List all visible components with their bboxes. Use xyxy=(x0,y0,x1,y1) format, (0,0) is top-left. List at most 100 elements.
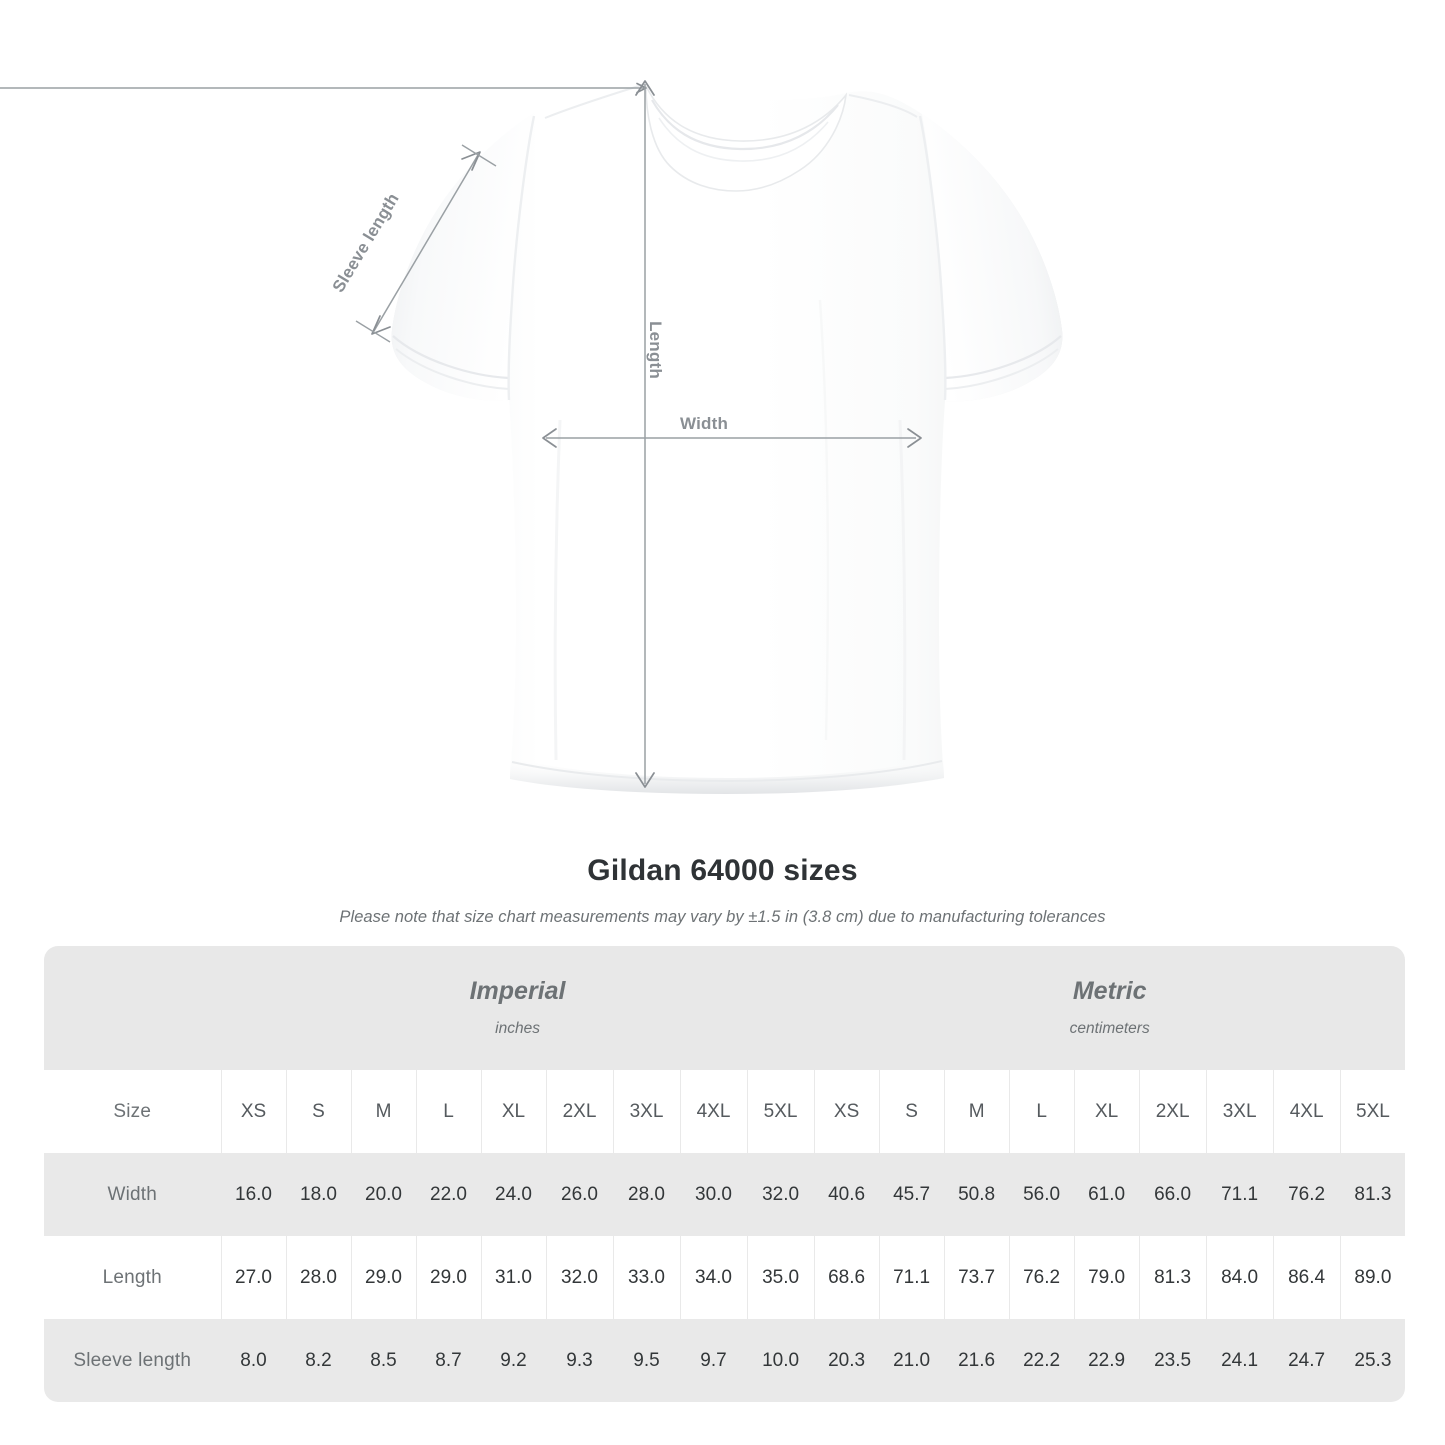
size-chart-table: Imperial inches Metric centimeters Size … xyxy=(44,946,1405,1402)
cell-sleeve-metric-4xl: 24.7 xyxy=(1272,1319,1341,1402)
cell-width-metric-2xl: 66.0 xyxy=(1138,1153,1207,1236)
cell-sleeve-imperial-5xl: 10.0 xyxy=(746,1319,815,1402)
size-col-metric-xl: XL xyxy=(1073,1070,1140,1153)
cell-width-metric-4xl: 76.2 xyxy=(1272,1153,1341,1236)
cell-sleeve-metric-s: 21.0 xyxy=(878,1319,945,1402)
cell-sleeve-imperial-m: 8.5 xyxy=(350,1319,416,1402)
cell-sleeve-imperial-s: 8.2 xyxy=(285,1319,351,1402)
right-sleeve-shading xyxy=(922,114,1063,402)
system-unit-metric: centimeters xyxy=(1069,1020,1150,1038)
cell-width-imperial-3xl: 28.0 xyxy=(612,1153,680,1236)
size-col-imperial-xs: XS xyxy=(220,1070,286,1153)
cell-length-metric-3xl: 84.0 xyxy=(1205,1236,1274,1319)
cell-sleeve-metric-5xl: 25.3 xyxy=(1339,1319,1405,1402)
cell-length-imperial-5xl: 35.0 xyxy=(746,1236,815,1319)
length-dimension-label: Length xyxy=(645,321,665,379)
size-col-imperial-l: L xyxy=(415,1070,481,1153)
cell-width-imperial-4xl: 30.0 xyxy=(679,1153,747,1236)
system-header-metric: Metric centimeters xyxy=(814,946,1405,1070)
cell-sleeve-metric-xs: 20.3 xyxy=(813,1319,880,1402)
cell-sleeve-imperial-3xl: 9.5 xyxy=(612,1319,680,1402)
width-arrow-icon xyxy=(542,428,922,448)
row-label-sleeve-length: Sleeve length xyxy=(44,1319,221,1402)
size-col-metric-xs: XS xyxy=(813,1070,880,1153)
size-col-imperial-s: S xyxy=(285,1070,351,1153)
cell-length-metric-m: 73.7 xyxy=(943,1236,1010,1319)
system-name-imperial: Imperial xyxy=(469,977,566,1006)
cell-length-metric-l: 76.2 xyxy=(1008,1236,1075,1319)
system-header-spacer xyxy=(44,946,221,1070)
cell-width-imperial-s: 18.0 xyxy=(285,1153,351,1236)
cell-width-imperial-xl: 24.0 xyxy=(480,1153,546,1236)
cell-length-metric-2xl: 81.3 xyxy=(1138,1236,1207,1319)
size-col-metric-m: M xyxy=(943,1070,1010,1153)
table-row-length: Length 27.0 28.0 29.0 29.0 31.0 32.0 33.… xyxy=(44,1236,1405,1319)
cell-length-imperial-s: 28.0 xyxy=(285,1236,351,1319)
row-header-size: Size xyxy=(44,1070,221,1153)
cell-width-imperial-xs: 16.0 xyxy=(220,1153,286,1236)
system-header-imperial: Imperial inches xyxy=(221,946,815,1070)
size-col-imperial-4xl: 4XL xyxy=(679,1070,747,1153)
cell-sleeve-metric-m: 21.6 xyxy=(943,1319,1010,1402)
cell-length-metric-5xl: 89.0 xyxy=(1339,1236,1405,1319)
size-col-metric-4xl: 4XL xyxy=(1272,1070,1341,1153)
width-dimension-label: Width xyxy=(680,414,729,433)
title-block: Gildan 64000 sizes Please note that size… xyxy=(0,840,1445,927)
table-row-sleeve-length: Sleeve length 8.0 8.2 8.5 8.7 9.2 9.3 9.… xyxy=(44,1319,1405,1402)
size-col-imperial-5xl: 5XL xyxy=(746,1070,815,1153)
size-col-metric-2xl: 2XL xyxy=(1138,1070,1207,1153)
cell-width-metric-l: 56.0 xyxy=(1008,1153,1075,1236)
size-col-metric-5xl: 5XL xyxy=(1339,1070,1405,1153)
cell-sleeve-imperial-xs: 8.0 xyxy=(220,1319,286,1402)
cell-width-imperial-m: 20.0 xyxy=(350,1153,416,1236)
cell-width-metric-3xl: 71.1 xyxy=(1205,1153,1274,1236)
cell-length-imperial-2xl: 32.0 xyxy=(545,1236,613,1319)
row-label-width: Width xyxy=(44,1153,221,1236)
cell-sleeve-imperial-2xl: 9.3 xyxy=(545,1319,613,1402)
bottom-hem xyxy=(510,757,944,794)
cell-length-imperial-xl: 31.0 xyxy=(480,1236,546,1319)
cell-length-metric-s: 71.1 xyxy=(878,1236,945,1319)
size-col-metric-l: L xyxy=(1008,1070,1075,1153)
page-title: Gildan 64000 sizes xyxy=(587,854,858,887)
cell-width-metric-xs: 40.6 xyxy=(813,1153,880,1236)
length-arrow-icon xyxy=(0,80,655,788)
cell-length-metric-xl: 79.0 xyxy=(1073,1236,1140,1319)
cell-sleeve-imperial-4xl: 9.7 xyxy=(679,1319,747,1402)
cell-length-metric-4xl: 86.4 xyxy=(1272,1236,1341,1319)
left-sleeve-shading xyxy=(391,114,532,401)
cell-length-imperial-l: 29.0 xyxy=(415,1236,481,1319)
cell-length-imperial-m: 29.0 xyxy=(350,1236,416,1319)
cell-length-imperial-xs: 27.0 xyxy=(220,1236,286,1319)
cell-sleeve-metric-xl: 22.9 xyxy=(1073,1319,1140,1402)
size-col-metric-s: S xyxy=(878,1070,945,1153)
tshirt-illustration xyxy=(0,80,1063,794)
tshirt-diagram: Sleeve length Length Width xyxy=(0,80,1063,794)
table-row-width: Width 16.0 18.0 20.0 22.0 24.0 26.0 28.0… xyxy=(44,1153,1405,1236)
cell-width-imperial-2xl: 26.0 xyxy=(545,1153,613,1236)
tolerance-note: Please note that size chart measurements… xyxy=(339,908,1106,926)
system-name-metric: Metric xyxy=(1072,977,1147,1006)
cell-sleeve-metric-2xl: 23.5 xyxy=(1138,1319,1207,1402)
cell-width-imperial-l: 22.0 xyxy=(415,1153,481,1236)
size-header-row: Size XS S M L XL 2XL 3XL 4XL 5XL XS S M … xyxy=(44,1070,1405,1153)
cell-length-metric-xs: 68.6 xyxy=(813,1236,880,1319)
size-chart-table-container: Imperial inches Metric centimeters Size … xyxy=(44,946,1405,1402)
system-header-row: Imperial inches Metric centimeters xyxy=(44,946,1405,1070)
system-unit-imperial: inches xyxy=(495,1020,540,1038)
size-col-metric-3xl: 3XL xyxy=(1205,1070,1274,1153)
size-col-imperial-2xl: 2XL xyxy=(545,1070,613,1153)
size-col-imperial-3xl: 3XL xyxy=(612,1070,680,1153)
size-col-imperial-m: M xyxy=(350,1070,416,1153)
cell-length-imperial-3xl: 33.0 xyxy=(612,1236,680,1319)
cell-width-metric-m: 50.8 xyxy=(943,1153,1010,1236)
size-col-imperial-xl: XL xyxy=(480,1070,546,1153)
cell-sleeve-imperial-xl: 9.2 xyxy=(480,1319,546,1402)
cell-sleeve-imperial-l: 8.7 xyxy=(415,1319,481,1402)
cell-width-metric-s: 45.7 xyxy=(878,1153,945,1236)
cell-sleeve-metric-3xl: 24.1 xyxy=(1205,1319,1274,1402)
row-label-length: Length xyxy=(44,1236,221,1319)
cell-width-metric-5xl: 81.3 xyxy=(1339,1153,1405,1236)
cell-sleeve-metric-l: 22.2 xyxy=(1008,1319,1075,1402)
cell-length-imperial-4xl: 34.0 xyxy=(679,1236,747,1319)
